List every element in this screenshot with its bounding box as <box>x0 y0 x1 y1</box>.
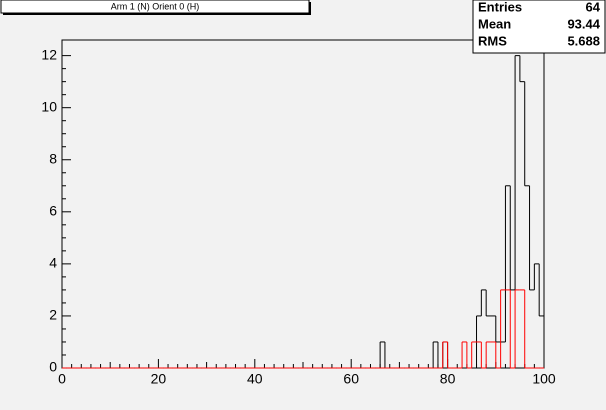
frame <box>61 39 545 369</box>
stat-value: 93.44 <box>567 16 600 31</box>
chart-title: Arm 1 (N) Orient 0 (H) <box>111 1 200 11</box>
stat-value: 5.688 <box>567 33 600 48</box>
y-tick-label: 12 <box>41 46 57 62</box>
x-tick-label: 80 <box>440 371 456 387</box>
plot-area: 0 20 40 60 80 100 0 2 4 6 8 10 12 <box>41 46 555 386</box>
y-tick-label: 4 <box>49 255 57 271</box>
y-tick-label: 6 <box>49 203 57 219</box>
title-box <box>0 0 310 14</box>
y-tick-label: 0 <box>49 359 57 375</box>
stat-label: Entries <box>478 0 522 14</box>
stats: Entries 64 Mean 93.44 RMS 5.688 <box>478 0 601 48</box>
stat-label: Mean <box>478 16 511 31</box>
y-tick-label: 2 <box>49 307 57 323</box>
y-tick-label: 8 <box>49 150 57 166</box>
stat-value: 64 <box>586 0 601 14</box>
x-tick-label: 20 <box>151 371 167 387</box>
x-tick-label: 40 <box>247 371 263 387</box>
x-tick-label: 100 <box>532 371 556 387</box>
y-tick-label: 10 <box>41 98 57 114</box>
stat-label: RMS <box>478 33 507 48</box>
stats-box <box>472 0 606 54</box>
x-tick-label: 60 <box>343 371 359 387</box>
x-tick-label: 0 <box>58 371 66 387</box>
